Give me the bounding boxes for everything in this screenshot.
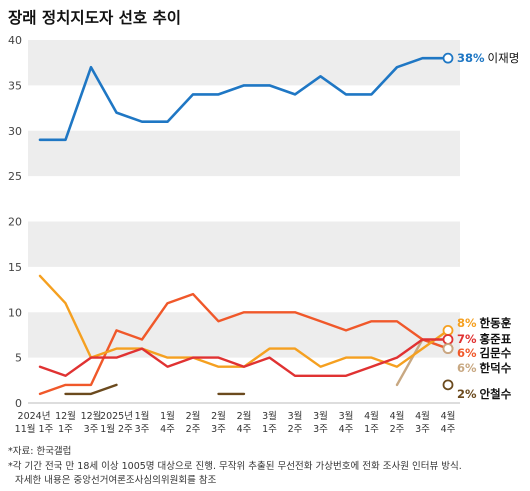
x-tick-label: 4월 xyxy=(415,410,430,422)
x-tick-label: 1주 xyxy=(262,424,277,435)
reference-note: 자세한 내용은 중앙선거여론조사심의위원회를 참조 xyxy=(15,475,217,486)
x-tick-label: 2주 xyxy=(186,424,201,435)
end-marker-6 xyxy=(442,379,454,391)
end-marker-3 xyxy=(442,334,454,345)
y-tick-label: 5 xyxy=(15,352,22,365)
x-tick-label: 4주 xyxy=(237,424,252,435)
grid-band xyxy=(28,40,460,86)
y-tick-label: 40 xyxy=(8,34,22,47)
series-end-name: 김문수 xyxy=(480,346,512,360)
x-tick-label: 3월 xyxy=(313,410,328,422)
grid-band xyxy=(28,312,460,358)
x-tick-label: 4월 xyxy=(390,410,405,422)
series-line-4 xyxy=(38,292,450,396)
source-note: *자료: 한국갤럽 xyxy=(8,446,72,457)
grid-band xyxy=(28,130,460,177)
x-tick-label: 3주 xyxy=(84,424,99,435)
x-tick-label: 3월 xyxy=(288,410,303,422)
grid-band xyxy=(28,221,460,267)
series-end-name: 이재명 xyxy=(488,51,520,65)
x-tick-label: 3주 xyxy=(211,424,226,435)
x-tick-label: 4월 xyxy=(364,410,379,422)
series-end-label-1: 38% 이재명 xyxy=(457,51,519,65)
series-end-value: 6% xyxy=(457,361,477,375)
x-tick-label: 11월 1주 xyxy=(15,423,54,435)
x-tick-label: 3월 xyxy=(262,410,277,422)
x-tick-label: 4주 xyxy=(441,424,456,435)
series-end-value: 8% xyxy=(457,316,477,330)
y-tick-label: 15 xyxy=(8,261,22,274)
x-tick-label: 4월 xyxy=(441,410,456,422)
series-line-3 xyxy=(38,338,450,377)
x-tick-label: 2주 xyxy=(390,424,405,435)
series-end-name: 한동훈 xyxy=(480,316,512,330)
series-end-value: 2% xyxy=(457,387,477,401)
series-end-name: 안철수 xyxy=(480,387,512,401)
series-end-label-3: 7% 홍준표 xyxy=(457,332,512,346)
x-tick-label: 12월 xyxy=(55,410,76,422)
y-tick-label: 30 xyxy=(8,125,22,138)
x-tick-label: 1주 xyxy=(364,424,379,435)
x-tick-label: 2월 xyxy=(237,410,252,422)
x-tick-label: 2주 xyxy=(288,424,303,435)
series-end-value: 6% xyxy=(457,346,477,360)
end-marker-1 xyxy=(442,52,454,64)
y-tick-label: 20 xyxy=(8,216,22,229)
x-tick-label: 2024년 xyxy=(18,411,51,422)
y-tick-label: 35 xyxy=(8,79,22,92)
x-tick-label: 4주 xyxy=(160,424,175,435)
series-end-name: 홍준표 xyxy=(480,332,512,346)
series-line-6 xyxy=(66,385,449,394)
x-tick-label: 2025년 xyxy=(100,411,133,422)
series-end-label-6: 2% 안철수 xyxy=(457,387,512,401)
series-end-name: 한덕수 xyxy=(480,361,512,375)
x-tick-label: 3주 xyxy=(313,424,328,435)
x-tick-label: 3주 xyxy=(135,424,150,435)
series-end-value: 7% xyxy=(457,332,477,346)
series-end-label-4: 6% 김문수 xyxy=(457,346,512,360)
y-tick-label: 25 xyxy=(8,170,22,183)
end-marker-2 xyxy=(442,324,454,336)
chart-title: 장래 정치지도자 선호 추이 xyxy=(8,9,182,27)
end-marker-5 xyxy=(442,343,454,354)
x-tick-label: 1주 xyxy=(58,424,73,435)
x-tick-label: 4주 xyxy=(339,424,354,435)
x-tick-label: 3주 xyxy=(415,424,430,435)
series-end-label-5: 6% 한덕수 xyxy=(457,361,512,375)
x-tick-label: 1월 xyxy=(160,410,175,422)
x-tick-label: 1월 2주 xyxy=(100,423,133,435)
series-end-value: 38% xyxy=(457,51,485,65)
series-end-label-2: 8% 한동훈 xyxy=(457,316,512,330)
y-tick-label: 0 xyxy=(15,397,22,410)
x-tick-label: 3월 xyxy=(339,410,354,422)
series-line-1 xyxy=(38,56,450,142)
x-tick-label: 2월 xyxy=(186,410,201,422)
x-tick-label: 1월 xyxy=(135,410,150,422)
methodology-note: *각 기간 전국 만 18세 이상 1005명 대상으로 진행. 무작위 추출된… xyxy=(8,461,462,472)
x-tick-label: 12월 xyxy=(81,410,102,422)
y-tick-label: 10 xyxy=(8,306,22,319)
x-tick-label: 2월 xyxy=(211,410,226,422)
